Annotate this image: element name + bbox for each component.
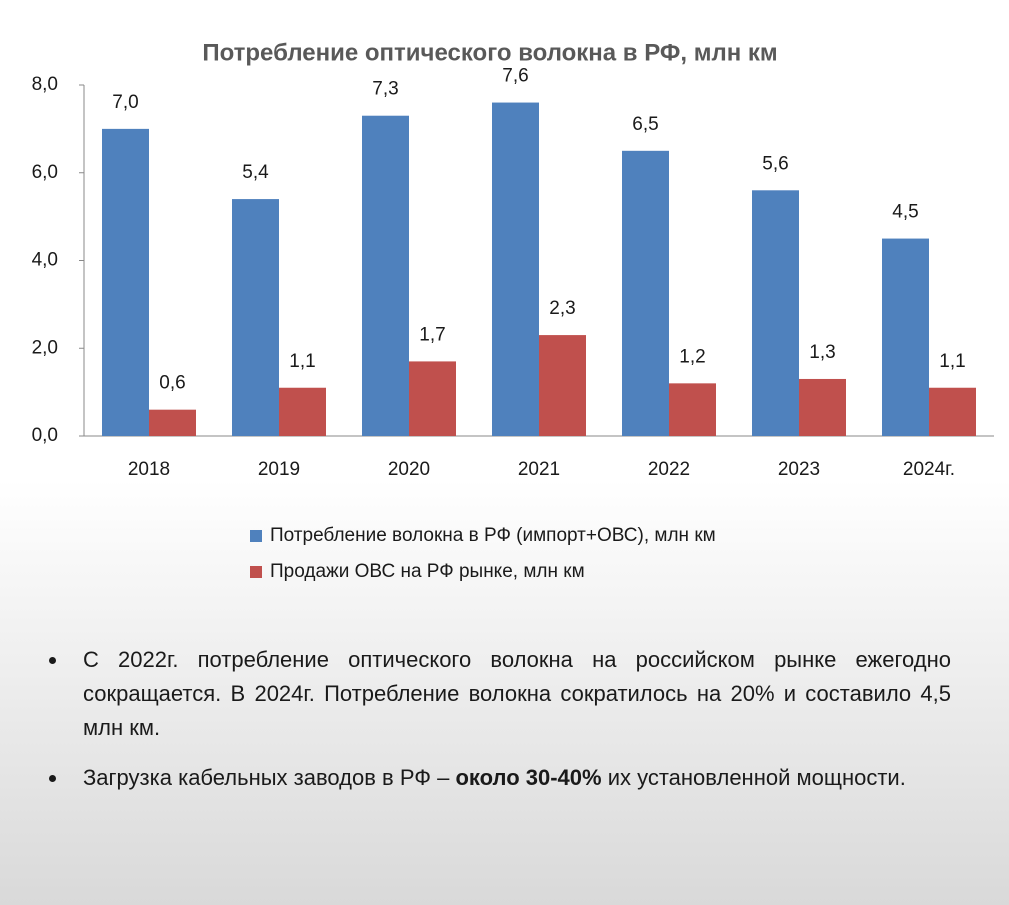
bar xyxy=(669,383,716,436)
bullet-text: их установленной мощности. xyxy=(601,765,906,790)
x-tick-label: 2022 xyxy=(648,459,690,480)
y-tick-label: 6,0 xyxy=(32,162,58,183)
x-tick-label: 2019 xyxy=(258,459,300,480)
value-label: 5,6 xyxy=(762,153,788,174)
legend-swatch xyxy=(250,566,262,578)
bar xyxy=(362,115,409,437)
x-tick-label: 2018 xyxy=(128,459,170,480)
y-tick-label: 2,0 xyxy=(32,337,58,358)
y-tick-label: 4,0 xyxy=(32,250,58,271)
bullet-emphasis: около 30-40% xyxy=(455,765,602,790)
value-label: 7,0 xyxy=(112,92,138,113)
value-label: 0,6 xyxy=(159,373,185,394)
value-label: 1,7 xyxy=(419,324,445,345)
x-tick-label: 2023 xyxy=(778,459,820,480)
value-label: 6,5 xyxy=(632,114,658,135)
bullet: С 2022г. потребление оптического волокна… xyxy=(49,643,951,745)
value-label: 1,1 xyxy=(289,351,315,372)
value-label: 5,4 xyxy=(242,162,269,183)
bar xyxy=(622,150,669,436)
value-label: 1,2 xyxy=(679,346,705,367)
x-tick-label: 2021 xyxy=(518,459,560,480)
bullet-text: Загрузка кабельных заводов в РФ – xyxy=(83,765,456,790)
bar xyxy=(232,199,279,436)
bar xyxy=(882,238,929,436)
value-label: 1,1 xyxy=(939,351,965,372)
value-label: 2,3 xyxy=(549,298,575,319)
bar xyxy=(799,378,846,436)
bar xyxy=(752,190,799,436)
value-label: 1,3 xyxy=(809,342,835,363)
y-tick-label: 0,0 xyxy=(32,425,58,446)
chart-title: Потребление оптического волокна в РФ, мл… xyxy=(202,39,777,66)
legend-label: Продажи ОВС на РФ рынке, млн км xyxy=(270,561,585,582)
value-label: 7,3 xyxy=(372,79,398,100)
value-label: 4,5 xyxy=(892,202,918,223)
bar xyxy=(539,335,586,436)
bar xyxy=(492,102,539,437)
bullet-text: С 2022г. потребление оптического волокна… xyxy=(83,647,951,740)
bar xyxy=(929,387,976,436)
value-label: 7,6 xyxy=(502,66,528,87)
bar xyxy=(279,387,326,436)
bar xyxy=(149,409,196,436)
chart: Потребление оптического волокна в РФ, мл… xyxy=(32,39,994,582)
legend-label: Потребление волокна в РФ (импорт+ОВС), м… xyxy=(270,525,716,546)
x-tick-label: 2024г. xyxy=(903,459,955,480)
bullet: Загрузка кабельных заводов в РФ – около … xyxy=(49,761,951,795)
legend-swatch xyxy=(250,530,262,542)
x-tick-label: 2020 xyxy=(388,459,430,480)
bar xyxy=(409,361,456,436)
y-tick-label: 8,0 xyxy=(32,74,58,95)
bar xyxy=(102,128,149,436)
bullet-list: С 2022г. потребление оптического волокна… xyxy=(49,643,951,811)
